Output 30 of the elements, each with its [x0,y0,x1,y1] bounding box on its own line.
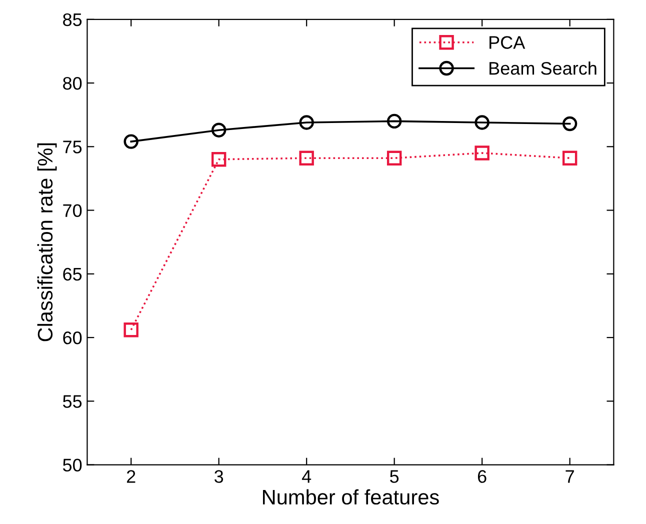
point [299,115,314,130]
point [562,116,578,132]
x-tick-label: 4 [302,470,312,483]
x-tick-label: 6 [478,470,486,483]
legend-label: PCA [490,36,526,49]
y-axis-title: Classification rate [%] [37,143,57,342]
x-tick-label: 7 [566,470,574,483]
y-tick-label: 70 [63,204,82,217]
x-axis-title: Number of features [263,489,439,505]
point [562,150,578,166]
y-tick-label: 65 [63,268,82,281]
x-tick-label: 3 [214,470,224,483]
y-tick-label: 55 [62,395,82,408]
point [474,146,490,160]
point [474,115,490,130]
y-tick-label: 85 [63,13,82,26]
y-tick-label: 50 [62,458,82,472]
y-tick-label: 80 [63,76,82,90]
point [124,322,138,338]
x-tick-label: 2 [126,470,136,483]
legend-label: Beam Search [490,61,596,75]
point [299,150,314,166]
y-tick-label: 75 [63,140,82,154]
point [386,114,402,129]
point [211,122,226,138]
point [386,150,402,166]
point [124,134,138,149]
y-tick-label: 60 [63,331,82,344]
x-tick-label: 5 [390,470,399,483]
point [211,152,226,167]
